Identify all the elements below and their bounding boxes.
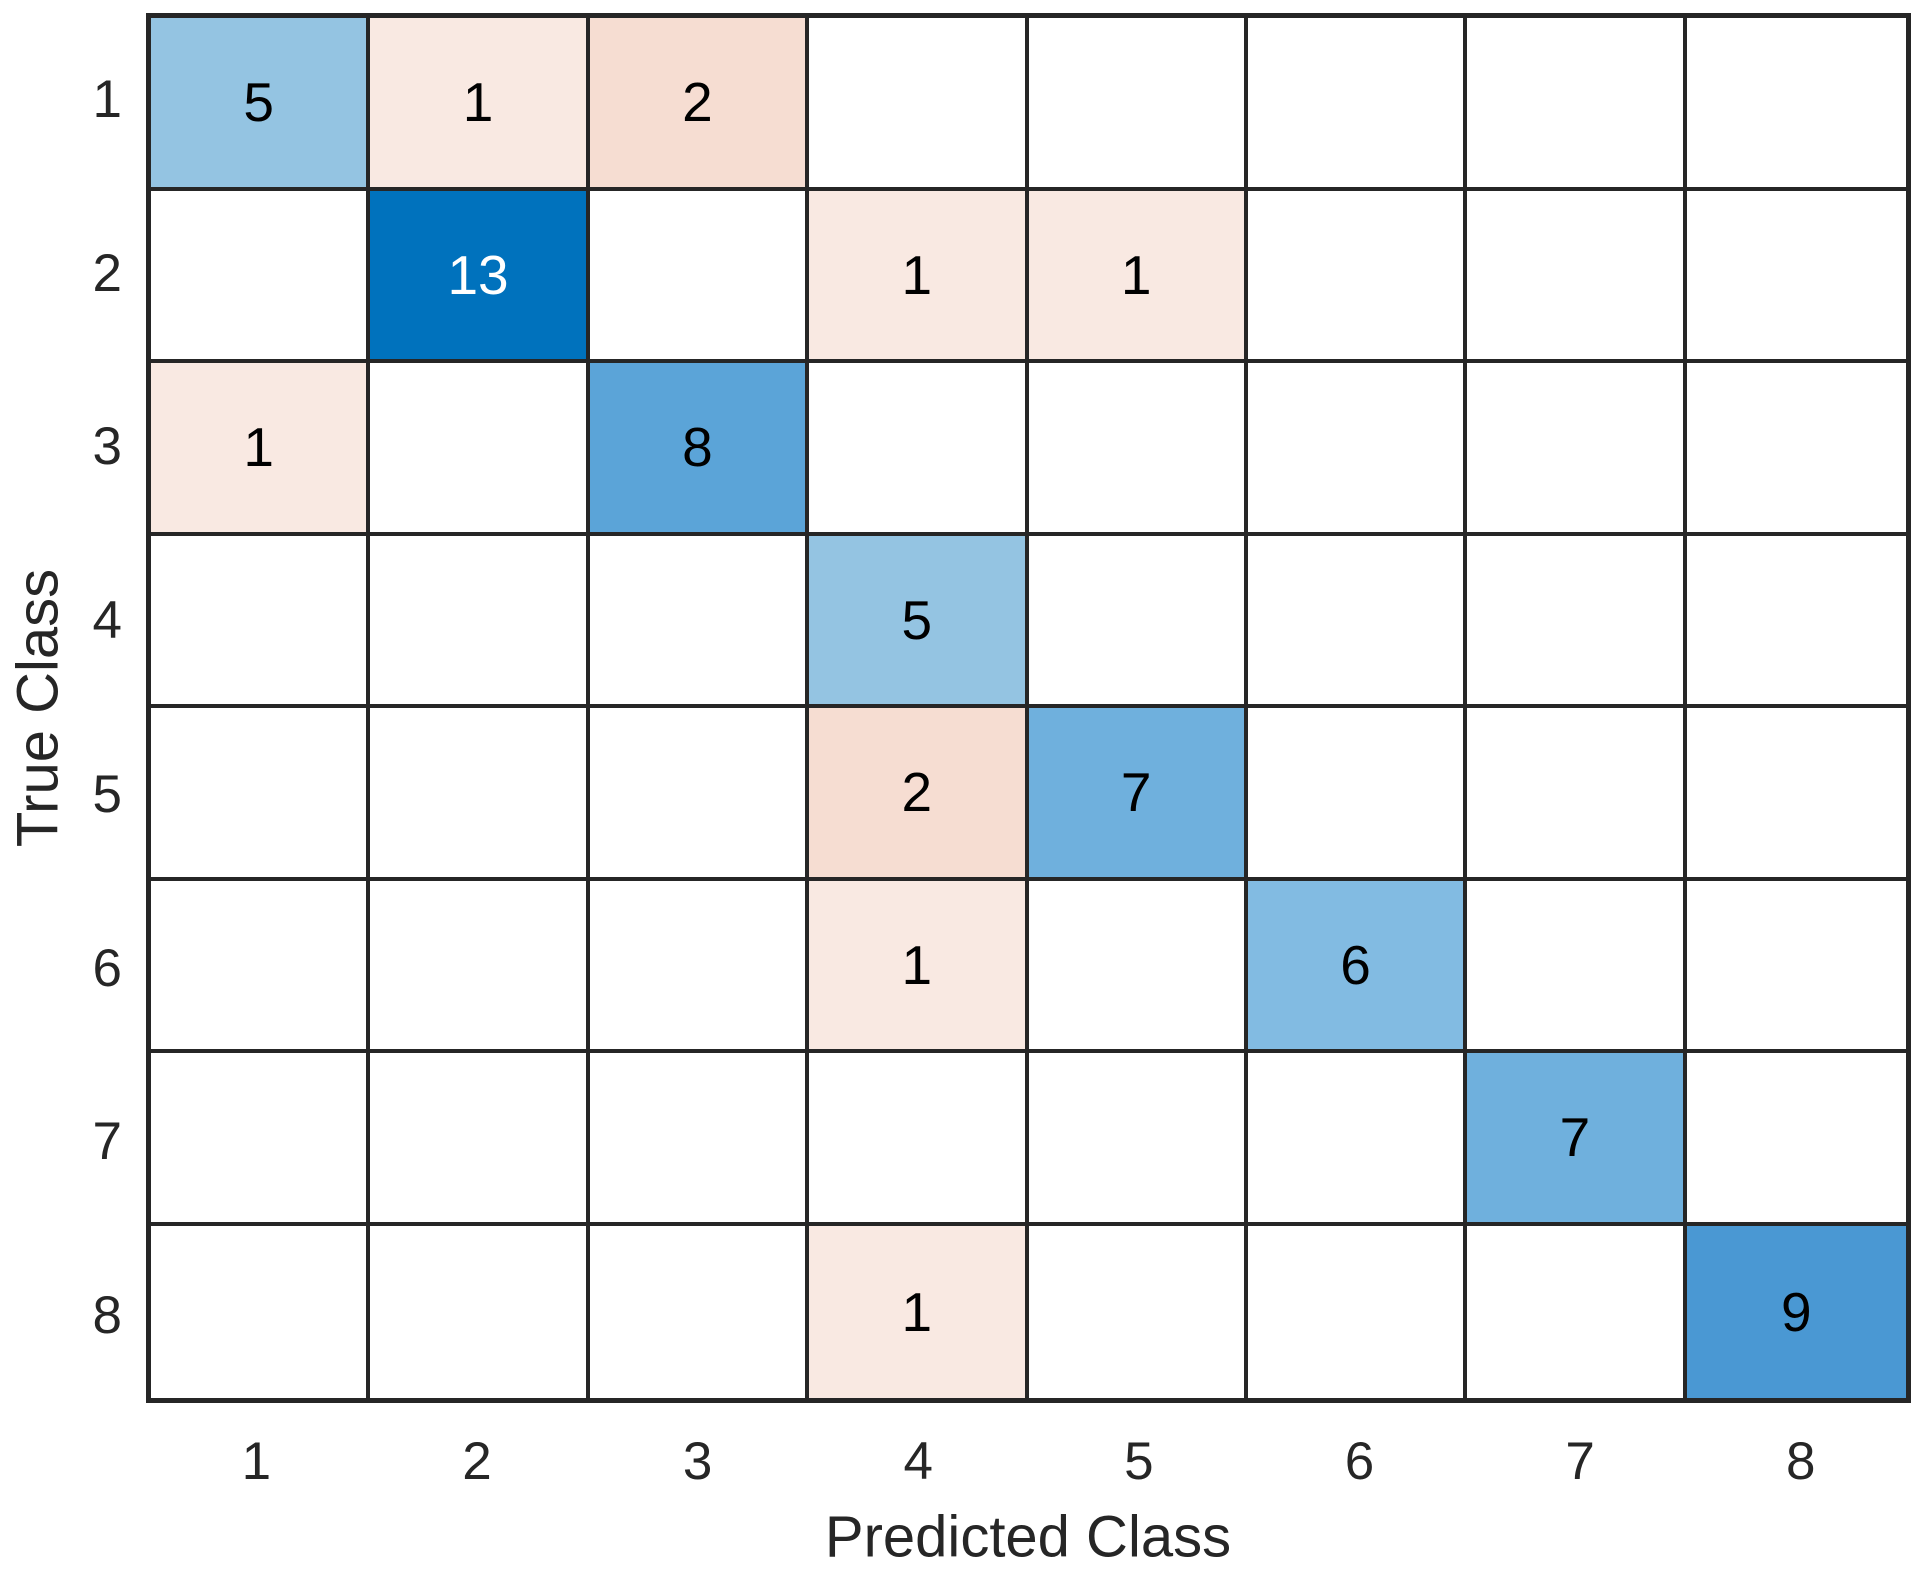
matrix-cell-r7c4 [809,1053,1029,1226]
matrix-cell-r8c3 [589,1225,810,1398]
x-tick-label-8: 8 [1785,1432,1816,1491]
matrix-cell-r6c4: 1 [809,880,1029,1053]
y-tick-label-1: 1 [92,69,122,129]
matrix-cell-r7c8 [1686,1053,1906,1226]
matrix-cell-r5c3 [589,708,810,881]
matrix-cell-r5c5: 7 [1028,708,1248,881]
matrix-cell-r6c7 [1467,880,1687,1053]
y-tick-label-2: 2 [92,243,122,303]
x-tick-label-2: 2 [462,1432,492,1491]
confusion-matrix-grid: 5 1 2 13 1 1 1 8 5 2 7 1 6 7 1 9 [146,13,1911,1403]
matrix-cell-r8c1 [151,1225,371,1398]
matrix-cell-r8c2 [370,1225,590,1398]
x-tick-label-1: 1 [241,1432,272,1491]
matrix-cell-r1c5 [1028,18,1248,191]
matrix-cell-r1c2: 1 [370,18,590,191]
matrix-cell-r3c7 [1467,363,1687,536]
matrix-cell-r4c2 [370,535,590,708]
matrix-cell-r6c1 [151,880,371,1053]
matrix-cell-r3c3: 8 [589,363,810,536]
matrix-cell-r2c5: 1 [1028,190,1248,363]
matrix-cell-r4c4: 5 [809,535,1029,708]
matrix-cell-r6c6: 6 [1247,880,1468,1053]
matrix-cell-r2c6 [1247,190,1468,363]
matrix-cell-r5c2 [370,708,590,881]
matrix-cell-r3c5 [1028,363,1248,536]
matrix-cell-r3c1: 1 [151,363,371,536]
x-tick-label-6: 6 [1344,1432,1375,1491]
matrix-cell-r5c6 [1247,708,1468,881]
matrix-cell-r8c8: 9 [1686,1225,1906,1398]
matrix-cell-r5c7 [1467,708,1687,881]
y-tick-label-8: 8 [92,1286,122,1346]
matrix-cell-r3c4 [809,363,1029,536]
matrix-cell-r3c8 [1686,363,1906,536]
matrix-cell-r1c1: 5 [151,18,371,191]
x-tick-label-7: 7 [1565,1432,1595,1491]
matrix-cell-r4c8 [1686,535,1906,708]
matrix-cell-r6c5 [1028,880,1248,1053]
matrix-cell-r5c8 [1686,708,1906,881]
matrix-cell-r4c5 [1028,535,1248,708]
y-tick-label-6: 6 [92,938,122,998]
matrix-cell-r2c3 [589,190,810,363]
x-axis-label: Predicted Class [824,1504,1232,1570]
matrix-cell-r8c7 [1467,1225,1687,1398]
y-tick-label-3: 3 [92,417,122,477]
matrix-cell-r3c2 [370,363,590,536]
matrix-cell-r4c7 [1467,535,1687,708]
matrix-cell-r2c4: 1 [809,190,1029,363]
matrix-cell-r4c3 [589,535,810,708]
matrix-cell-r2c2: 13 [370,190,590,363]
matrix-cell-r1c4 [809,18,1029,191]
matrix-cell-r2c8 [1686,190,1906,363]
matrix-cell-r7c2 [370,1053,590,1226]
matrix-cell-r7c7: 7 [1467,1053,1687,1226]
x-tick-label-4: 4 [903,1432,933,1491]
matrix-cell-r1c3: 2 [589,18,810,191]
matrix-cell-r2c7 [1467,190,1687,363]
matrix-cell-r6c3 [589,880,810,1053]
matrix-cell-r7c3 [589,1053,810,1226]
matrix-cell-r5c4: 2 [809,708,1029,881]
matrix-cell-r2c1 [151,190,371,363]
matrix-cell-r7c1 [151,1053,371,1226]
matrix-cell-r1c6 [1247,18,1468,191]
matrix-cell-r1c7 [1467,18,1687,191]
matrix-cell-r1c8 [1686,18,1906,191]
x-tick-label-5: 5 [1124,1432,1154,1491]
matrix-cell-r8c4: 1 [809,1225,1029,1398]
y-tick-label-4: 4 [92,591,122,651]
matrix-cell-r6c8 [1686,880,1906,1053]
matrix-cell-r4c1 [151,535,371,708]
matrix-cell-r7c5 [1028,1053,1248,1226]
y-tick-label-5: 5 [92,764,122,824]
y-tick-label-7: 7 [92,1112,122,1172]
matrix-cell-r3c6 [1247,363,1468,536]
matrix-cell-r7c6 [1247,1053,1468,1226]
x-tick-label-3: 3 [682,1432,713,1491]
matrix-cell-r8c5 [1028,1225,1248,1398]
matrix-cell-r5c1 [151,708,371,881]
matrix-cell-r6c2 [370,880,590,1053]
matrix-cell-r4c6 [1247,535,1468,708]
matrix-cell-r8c6 [1247,1225,1468,1398]
